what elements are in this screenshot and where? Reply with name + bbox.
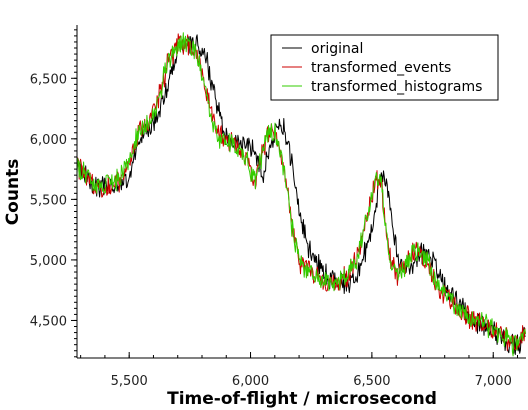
series-line-transformed_histograms [76,32,526,357]
legend-box [270,34,499,101]
legend-label-transformed_events: transformed_events [311,60,451,76]
y-axis-title: Counts [3,159,23,226]
y-tick-label: 5,000 [30,254,67,269]
x-tick-label: 6,500 [353,374,390,389]
y-tick-label: 6,500 [30,72,67,87]
legend-label-original: original [311,41,363,57]
x-tick-label: 7,000 [475,374,512,389]
y-tick-label: 6,000 [30,133,67,148]
y-tick-label: 4,500 [30,314,67,329]
x-axis: 5,500 6,000 6,500 7,000 [77,352,526,389]
series-layer [76,32,526,357]
x-tick-label: 6,000 [232,374,269,389]
x-tick-label: 5,500 [111,374,148,389]
x-axis-title: Time-of-flight / microsecond [167,389,437,409]
y-axis: 4,500 5,000 5,500 6,000 6,500 [30,25,78,358]
y-tick-label: 5,500 [30,193,67,208]
legend: original transformed_events transformed_hi… [270,34,499,101]
legend-label-transformed_histograms: transformed_histograms [311,79,482,95]
